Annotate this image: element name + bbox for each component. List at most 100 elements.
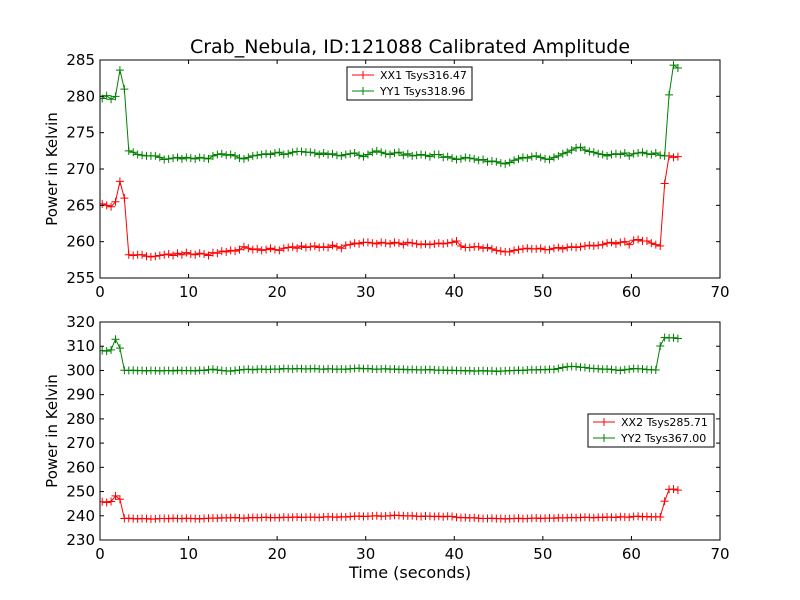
- data-point: [417, 150, 426, 159]
- data-point: [620, 149, 629, 158]
- data-point: [452, 236, 461, 245]
- data-point: [541, 154, 550, 163]
- data-point: [381, 149, 390, 158]
- x-tick-label: 70: [710, 545, 729, 563]
- data-point: [155, 251, 164, 260]
- data-point: [412, 151, 421, 160]
- data-point: [510, 156, 519, 165]
- data-point: [558, 244, 567, 253]
- data-point: [616, 238, 625, 247]
- y-tick-label: 255: [66, 269, 95, 287]
- data-point: [217, 247, 226, 256]
- data-point: [518, 153, 527, 162]
- plot-area: [100, 61, 682, 261]
- x-tick-label: 10: [179, 283, 198, 301]
- data-point: [231, 247, 240, 256]
- data-point: [346, 240, 355, 249]
- data-point: [673, 63, 682, 72]
- data-point: [492, 157, 501, 166]
- data-point: [200, 366, 209, 375]
- data-point: [603, 151, 612, 160]
- data-point: [257, 246, 266, 255]
- y-tick-label: 310: [66, 337, 95, 355]
- x-tick-label: 0: [95, 283, 105, 301]
- data-point: [164, 154, 173, 163]
- data-point: [332, 151, 341, 160]
- x-tick-label: 70: [710, 283, 729, 301]
- data-point: [208, 248, 217, 257]
- data-point: [301, 243, 310, 252]
- data-point: [115, 66, 124, 75]
- y-tick-label: 300: [66, 361, 95, 379]
- data-point: [315, 243, 324, 252]
- data-point: [319, 242, 328, 251]
- data-point: [616, 150, 625, 159]
- y-tick-label: 260: [66, 458, 95, 476]
- x-tick-label: 50: [533, 545, 552, 563]
- data-point: [186, 250, 195, 259]
- data-point: [607, 238, 616, 247]
- data-point: [138, 151, 147, 160]
- data-point: [465, 243, 474, 252]
- data-point: [638, 148, 647, 157]
- data-point: [487, 157, 496, 166]
- y-axis-label: Power in Kelvin: [43, 374, 61, 488]
- data-point: [200, 250, 209, 259]
- data-point: [315, 150, 324, 159]
- plot-area: [100, 333, 682, 524]
- data-point: [226, 150, 235, 159]
- data-point: [151, 151, 160, 160]
- data-point: [337, 244, 346, 253]
- data-point: [363, 238, 372, 247]
- y-axis-label: Power in Kelvin: [43, 112, 61, 226]
- data-point: [403, 149, 412, 158]
- data-point: [585, 241, 594, 250]
- data-point: [536, 244, 545, 253]
- data-point: [611, 513, 620, 522]
- data-point: [470, 154, 479, 163]
- data-point: [111, 491, 120, 500]
- data-point: [102, 347, 111, 356]
- data-point: [589, 148, 598, 157]
- data-point: [421, 151, 430, 160]
- series-markers-0: [100, 151, 682, 261]
- data-point: [253, 151, 262, 160]
- data-point: [647, 239, 656, 248]
- data-point: [100, 199, 107, 208]
- data-point: [572, 362, 581, 371]
- data-point: [656, 242, 665, 251]
- data-point: [625, 365, 634, 374]
- data-point: [625, 240, 634, 249]
- y-tick-label: 280: [66, 410, 95, 428]
- data-point: [275, 148, 284, 157]
- data-point: [262, 149, 271, 158]
- data-point: [496, 247, 505, 256]
- data-point: [208, 151, 217, 160]
- data-point: [284, 243, 293, 252]
- top-panel: 0 10 20 30 40 50 60 70 255 260 265 270 275 280 285 Powe…: [43, 51, 730, 301]
- data-point: [107, 95, 116, 104]
- data-point: [589, 242, 598, 251]
- data-point: [642, 149, 651, 158]
- data-point: [129, 251, 138, 260]
- legend-box: [346, 66, 473, 101]
- data-point: [518, 244, 527, 253]
- data-point: [563, 148, 572, 157]
- y-tick-label: 320: [66, 313, 95, 331]
- data-point: [461, 153, 470, 162]
- data-point: [355, 151, 364, 160]
- data-point: [443, 239, 452, 248]
- y-tick-label: 270: [66, 434, 95, 452]
- data-point: [425, 240, 434, 249]
- x-tick-label: 50: [533, 283, 552, 301]
- x-tick-label: 30: [356, 545, 375, 563]
- data-point: [567, 146, 576, 155]
- data-point: [284, 149, 293, 158]
- data-point: [665, 90, 674, 99]
- data-point: [248, 151, 257, 160]
- data-point: [377, 238, 386, 247]
- y-tick-label: 250: [66, 483, 95, 501]
- data-point: [253, 244, 262, 253]
- data-point: [673, 334, 682, 343]
- data-point: [129, 148, 138, 157]
